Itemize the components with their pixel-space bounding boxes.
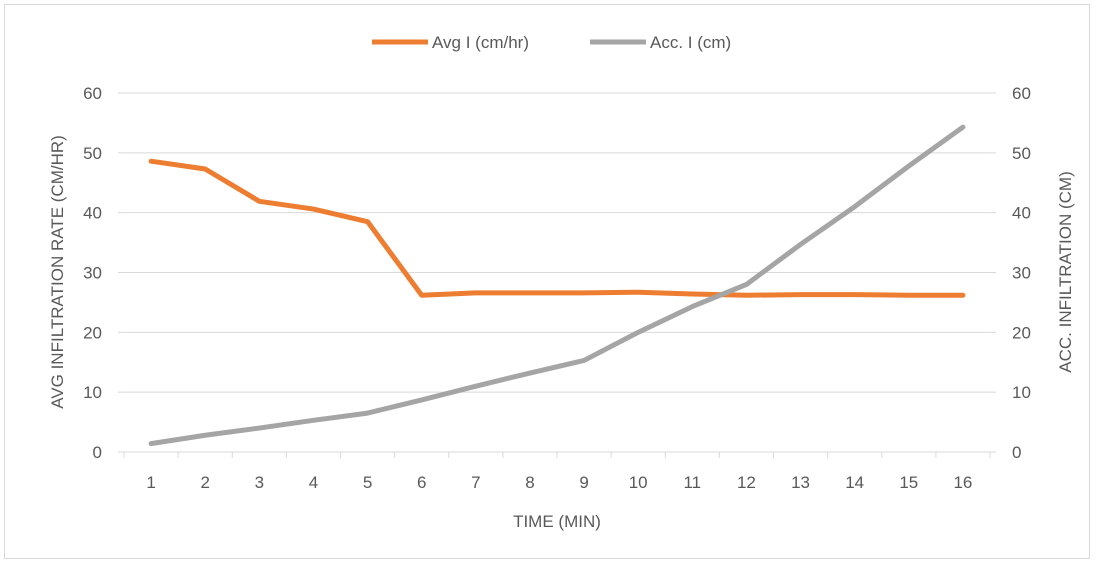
x-tick-label: 16	[953, 473, 972, 492]
y-tick-label-left: 30	[83, 264, 102, 283]
y-tick-label-right: 60	[1012, 84, 1031, 103]
x-tick-label: 10	[629, 473, 648, 492]
y-tick-label-left: 50	[83, 144, 102, 163]
x-tick-label: 7	[471, 473, 480, 492]
series-line-acc-i	[148, 124, 966, 447]
gridlines	[124, 92, 990, 393]
y-tick-label-right: 0	[1012, 443, 1021, 462]
left-y-axis: 0 10 20 30 40 50 60	[83, 84, 102, 462]
x-tick-label: 9	[579, 473, 588, 492]
y-tick-label-left: 10	[83, 383, 102, 402]
x-axis-title: TIME (MIN)	[513, 512, 601, 531]
legend-label-avg-i: Avg I (cm/hr)	[432, 33, 529, 52]
x-tick-label: 11	[683, 473, 701, 492]
x-tick-label: 15	[899, 473, 918, 492]
x-tick-label: 8	[525, 473, 534, 492]
x-tick-label: 12	[737, 473, 756, 492]
right-y-axis: 0 10 20 30 40 50 60	[1012, 84, 1031, 462]
y-tick-label-left: 0	[93, 443, 102, 462]
series-line-avg-i	[148, 158, 966, 298]
y-tick-label-right: 20	[1012, 323, 1031, 342]
y-tick-label-left: 60	[83, 84, 102, 103]
x-tick-label: 2	[200, 473, 209, 492]
x-axis	[118, 92, 996, 458]
y-tick-label-right: 30	[1012, 264, 1031, 283]
y-tick-label-left: 40	[83, 204, 102, 223]
y-tick-label-right: 50	[1012, 144, 1031, 163]
x-tick-label: 1	[146, 473, 155, 492]
left-y-axis-title: AVG INFILTRATION RATE (CM/HR)	[48, 135, 67, 409]
legend: Avg I (cm/hr) Acc. I (cm)	[372, 33, 731, 52]
legend-label-acc-i: Acc. I (cm)	[650, 33, 731, 52]
x-tick-label: 5	[363, 473, 372, 492]
right-y-axis-title: ACC. INFILTRATION (CM)	[1056, 171, 1075, 372]
series-lines	[148, 124, 966, 447]
x-tick-label: 13	[791, 473, 810, 492]
y-tick-label-right: 40	[1012, 204, 1031, 223]
x-tick-labels: 1 2 3 4 5 6 7 8 9 10 11 12 13 14 15 16	[146, 473, 972, 492]
x-tick-label: 3	[255, 473, 264, 492]
chart-frame	[4, 4, 1090, 559]
x-tick-label: 6	[417, 473, 426, 492]
x-tick-label: 4	[309, 473, 318, 492]
x-tick-label: 14	[845, 473, 864, 492]
y-tick-label-right: 10	[1012, 383, 1031, 402]
y-tick-label-left: 20	[83, 323, 102, 342]
